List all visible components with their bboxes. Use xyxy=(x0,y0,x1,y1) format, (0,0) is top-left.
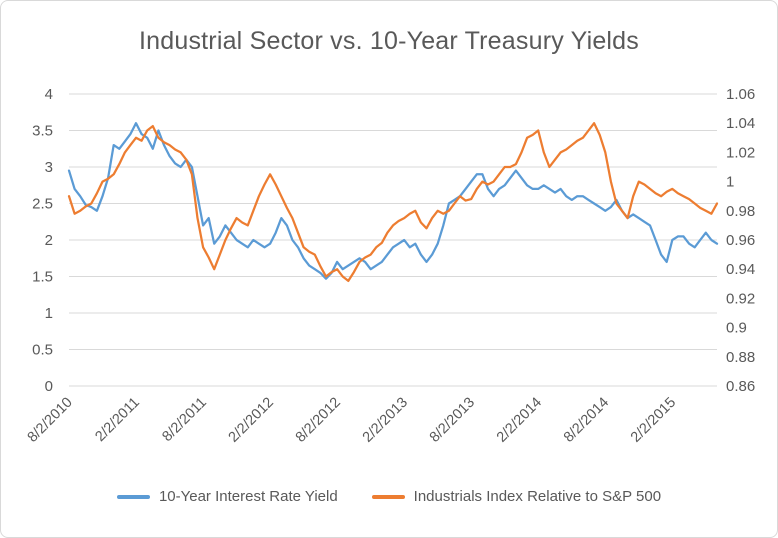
right-axis-tick-label: 0.96 xyxy=(726,232,755,249)
right-axis-tick-label: 1.04 xyxy=(726,115,755,132)
legend-label-10-year-yield: 10-Year Interest Rate Yield xyxy=(158,488,338,505)
left-axis-tick-label: 2 xyxy=(45,232,53,249)
chart-title: Industrial Sector vs. 10-Year Treasury Y… xyxy=(139,27,639,55)
right-axis-tick-label: 1.06 xyxy=(726,86,755,103)
x-axis-tick-label: 8/2/2010 xyxy=(25,395,76,446)
x-axis-tick-label: 2/2/2013 xyxy=(360,395,411,446)
series-line-industrials-index xyxy=(67,122,719,283)
right-axis-tick-label: 0.9 xyxy=(726,320,747,337)
left-axis-tick-label: 3.5 xyxy=(32,122,53,139)
legend: 10-Year Interest Rate Yield Industrials … xyxy=(1,488,777,505)
right-axis-tick-label: 1.02 xyxy=(726,144,755,161)
right-axis-tick-label: 1 xyxy=(726,174,734,191)
legend-item-industrials-index: Industrials Index Relative to S&P 500 xyxy=(371,488,662,505)
right-axis-tick-label: 0.94 xyxy=(726,261,755,278)
right-axis-tick-label: 0.98 xyxy=(726,203,755,220)
x-axis-tick-label: 2/2/2012 xyxy=(226,395,277,446)
right-axis-tick-label: 0.92 xyxy=(726,290,755,307)
left-axis-tick-label: 3 xyxy=(45,159,53,176)
x-axis-tick-label: 2/2/2015 xyxy=(628,395,679,446)
right-axis-tick-label: 0.86 xyxy=(726,378,755,395)
legend-line-swatch-orange xyxy=(371,494,405,499)
left-axis-tick-label: 2.5 xyxy=(32,195,53,212)
left-axis-tick-label: 1 xyxy=(45,305,53,322)
legend-label-industrials-index: Industrials Index Relative to S&P 500 xyxy=(413,488,662,505)
series-line-interest-rate xyxy=(67,122,719,280)
left-axis-tick-label: 0 xyxy=(45,378,53,395)
x-axis-tick-label: 2/2/2011 xyxy=(92,395,142,445)
left-axis-tick-label: 0.5 xyxy=(32,341,53,358)
right-axis-tick-label: 0.88 xyxy=(726,349,755,366)
x-axis-tick-label: 8/2/2013 xyxy=(427,395,478,446)
legend-item-10-year-yield: 10-Year Interest Rate Yield xyxy=(116,488,338,505)
x-axis-tick-label: 8/2/2014 xyxy=(561,395,612,446)
x-axis-tick-label: 8/2/2012 xyxy=(293,395,344,446)
legend-line-swatch-blue xyxy=(116,494,150,499)
left-axis-tick-label: 1.5 xyxy=(32,268,53,285)
x-axis-tick-label: 8/2/2011 xyxy=(159,395,209,445)
x-axis-tick-label: 2/2/2014 xyxy=(494,395,545,446)
left-axis-tick-label: 4 xyxy=(45,86,53,103)
